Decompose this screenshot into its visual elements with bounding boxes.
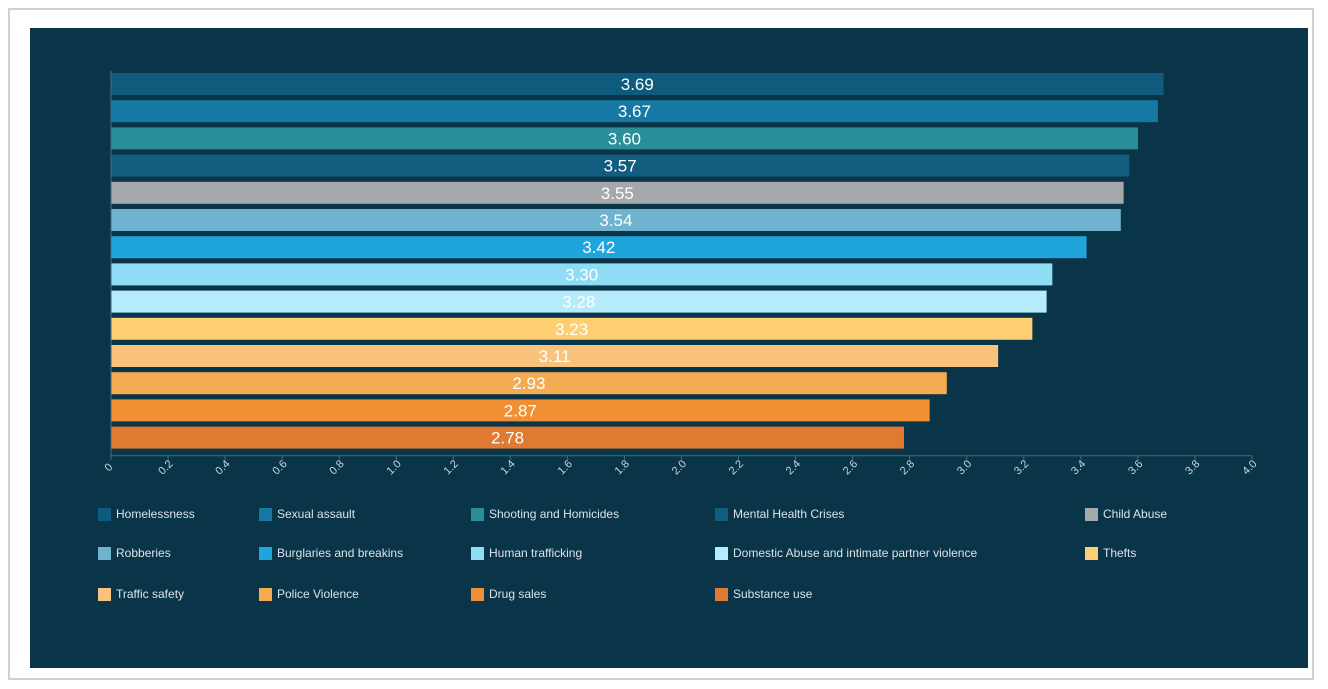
legend-swatch-13 [715, 587, 728, 601]
legend-item-9[interactable]: Thefts [1085, 545, 1136, 561]
legend-label-1: Sexual assault [277, 507, 356, 521]
x-tick-label-11: 2.2 [727, 458, 746, 477]
x-tick-label-1: 0.2 [156, 458, 175, 477]
bar-2[interactable] [111, 127, 1138, 150]
x-tick-label-8: 1.6 [556, 458, 575, 477]
legend-item-0[interactable]: Homelessness [98, 506, 195, 522]
legend-label-3: Mental Health Crises [733, 507, 845, 521]
legend-label-6: Burglaries and breakins [277, 546, 404, 560]
chart-panel: 3.69 3.67 3.60 3.57 3.55 3.54 3.42 3.30 3.28 3.23… [30, 28, 1308, 668]
legend-label-10: Traffic safety [116, 587, 185, 601]
x-tick-label-14: 2.8 [898, 458, 917, 477]
bar-value-label-4: 3.55 [601, 184, 634, 203]
bar-8[interactable] [111, 290, 1047, 313]
legend-item-12[interactable]: Drug sales [471, 586, 546, 602]
x-tick-label-13: 2.6 [841, 458, 860, 477]
x-tick-label-7: 1.4 [499, 458, 518, 477]
bar-3[interactable] [111, 154, 1130, 177]
legend-label-12: Drug sales [489, 587, 547, 601]
bar-value-label-5: 3.54 [599, 211, 632, 230]
legend-item-6[interactable]: Burglaries and breakins [259, 545, 403, 561]
legend-swatch-8 [715, 546, 728, 560]
legend-item-3[interactable]: Mental Health Crises [715, 506, 844, 522]
legend-swatch-2 [471, 507, 484, 521]
bar-value-label-12: 2.87 [504, 401, 537, 420]
legend-item-13[interactable]: Substance use [715, 586, 812, 602]
x-tick-label-5: 1.0 [384, 458, 403, 477]
legend-item-8[interactable]: Domestic Abuse and intimate partner viol… [715, 545, 977, 561]
bar-9[interactable] [111, 317, 1033, 340]
x-tick-label-0: 0 [102, 461, 115, 474]
legend-swatch-11 [259, 587, 272, 601]
bar-11[interactable] [111, 372, 947, 395]
x-tick-label-9: 1.8 [613, 458, 632, 477]
legend-swatch-5 [98, 546, 111, 560]
bar-value-label-6: 3.42 [582, 238, 615, 257]
chart-legend: Homelessness Sexual assault Shooting and H… [30, 28, 1308, 668]
legend-label-13: Substance use [733, 587, 813, 601]
legend-item-10[interactable]: Traffic safety [98, 586, 184, 602]
legend-label-8: Domestic Abuse and intimate partner viol… [733, 546, 978, 560]
x-tick-label-6: 1.2 [442, 458, 461, 477]
bar-13[interactable] [111, 426, 904, 449]
x-tick-label-12: 2.4 [784, 458, 803, 477]
legend-swatch-12 [471, 587, 484, 601]
bar-chart: 3.693.673.603.573.553.543.423.303.283.23… [102, 71, 1260, 477]
bar-value-label-11: 2.93 [512, 374, 545, 393]
legend-item-7[interactable]: Human trafficking [471, 545, 582, 561]
bar-value-label-7: 3.30 [565, 265, 598, 284]
legend-label-0: Homelessness [116, 507, 195, 521]
legend-swatch-3 [715, 507, 728, 521]
legend-item-5[interactable]: Robberies [98, 545, 171, 561]
legend-label-9: Thefts [1103, 546, 1137, 560]
x-tick-label-20: 4.0 [1240, 458, 1259, 477]
bar-value-label-1: 3.67 [618, 102, 651, 121]
x-tick-label-15: 3.0 [955, 458, 974, 477]
x-tick-label-17: 3.4 [1069, 458, 1088, 477]
x-tick-label-3: 0.6 [270, 458, 289, 477]
bar-1[interactable] [111, 100, 1158, 123]
legend-swatch-9 [1085, 546, 1098, 560]
legend-item-11[interactable]: Police Violence [259, 586, 359, 602]
bar-7[interactable] [111, 263, 1053, 286]
legend-label-11: Police Violence [277, 587, 359, 601]
legend-item-4[interactable]: Child Abuse [1085, 506, 1167, 522]
legend-swatch-10 [98, 587, 111, 601]
legend-swatch-6 [259, 546, 272, 560]
bar-value-label-9: 3.23 [555, 320, 588, 339]
bar-value-label-2: 3.60 [608, 129, 641, 148]
bar-0[interactable] [111, 73, 1164, 95]
x-tick-label-16: 3.2 [1012, 458, 1031, 477]
legend-swatch-1 [259, 507, 272, 521]
legend-item-2[interactable]: Shooting and Homicides [471, 506, 619, 522]
x-tick-label-2: 0.4 [213, 458, 232, 477]
x-tick-label-19: 3.8 [1183, 458, 1202, 477]
legend-swatch-7 [471, 546, 484, 560]
legend-swatch-4 [1085, 507, 1098, 521]
bar-10[interactable] [111, 345, 999, 367]
bar-value-label-0: 3.69 [621, 75, 654, 94]
legend-item-1[interactable]: Sexual assault [259, 506, 355, 522]
bar-value-label-3: 3.57 [604, 157, 637, 176]
legend-label-4: Child Abuse [1103, 507, 1168, 521]
bar-6[interactable] [111, 236, 1087, 259]
legend-label-7: Human trafficking [489, 546, 583, 560]
bar-value-label-8: 3.28 [562, 293, 595, 312]
legend-label-2: Shooting and Homicides [489, 507, 620, 521]
bar-5[interactable] [111, 209, 1121, 231]
x-tick-label-18: 3.6 [1126, 458, 1145, 477]
legend-swatch-0 [98, 507, 111, 521]
x-tick-label-10: 2.0 [670, 458, 689, 477]
bar-value-label-13: 2.78 [491, 429, 524, 448]
x-tick-label-4: 0.8 [327, 458, 346, 477]
legend-label-5: Robberies [116, 546, 171, 560]
bar-12[interactable] [111, 399, 930, 422]
bar-4[interactable] [111, 181, 1124, 204]
bar-value-label-10: 3.11 [539, 347, 571, 366]
